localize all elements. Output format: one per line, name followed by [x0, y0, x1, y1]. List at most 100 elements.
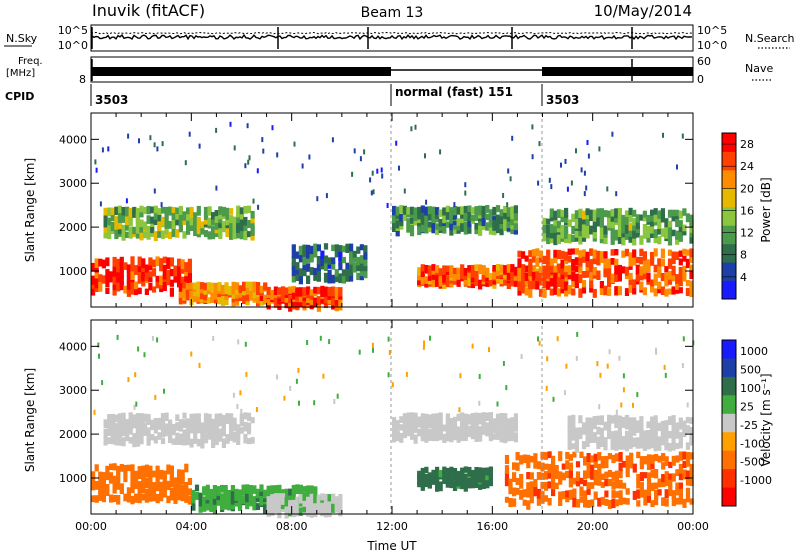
echo-cell — [164, 221, 169, 229]
echo-cell — [463, 421, 468, 428]
echo-cell — [295, 484, 300, 495]
echo-cell — [302, 255, 307, 266]
echo-cell — [207, 432, 212, 440]
echo-cell — [166, 495, 171, 504]
echo-cell — [632, 235, 637, 246]
echo-cell — [614, 491, 620, 498]
echo-cell — [664, 420, 669, 427]
echo-cell — [578, 427, 583, 436]
scatter-cell — [387, 336, 390, 342]
echo-cell — [506, 279, 511, 289]
echo-cell — [610, 249, 615, 256]
echo-cell — [151, 259, 157, 268]
echo-cell — [288, 505, 293, 515]
echo-cell — [424, 214, 429, 223]
echo-cell — [639, 266, 644, 276]
echo-cell — [554, 465, 559, 474]
scatter-cell — [372, 347, 374, 353]
echo-cell — [302, 287, 307, 297]
echo-cell — [567, 248, 572, 255]
scatter-cell — [298, 400, 300, 406]
echo-cell — [116, 276, 121, 283]
echo-cell — [266, 286, 271, 295]
echo-cell — [495, 218, 501, 226]
scatter-cell — [154, 394, 157, 400]
echo-cell — [193, 217, 198, 225]
echo-cell — [306, 244, 311, 251]
echo-cell — [232, 225, 237, 234]
echo-cell — [295, 297, 300, 307]
echo-cell — [217, 282, 222, 292]
echo-cell — [618, 468, 623, 479]
scatter-cell — [681, 133, 684, 139]
echo-cell — [474, 422, 479, 431]
scatter-cell — [239, 390, 242, 396]
echo-cell — [614, 265, 619, 275]
echo-cell — [456, 413, 461, 422]
echo-cell — [467, 226, 472, 234]
echo-cell — [546, 249, 551, 258]
echo-cell — [182, 412, 187, 419]
echo-cell — [141, 271, 146, 279]
scatter-cell — [502, 361, 505, 366]
echo-cell — [488, 466, 493, 474]
scatter-cell — [429, 335, 431, 341]
echo-cell — [538, 288, 544, 297]
echo-cell — [553, 210, 558, 221]
echo-cell — [146, 414, 151, 421]
echo-cell — [589, 272, 594, 281]
echo-cell — [101, 489, 106, 497]
echo-cell — [413, 218, 418, 226]
echo-cell — [449, 267, 454, 278]
echo-cell — [242, 294, 247, 304]
echo-cell — [564, 225, 569, 233]
echo-cell — [503, 215, 508, 224]
echo-cell — [478, 279, 483, 290]
echo-cell — [646, 436, 651, 445]
echo-cell — [513, 273, 518, 281]
echo-cell — [186, 431, 191, 440]
echo-cell — [320, 257, 325, 266]
echo-cell — [212, 495, 217, 505]
echo-cell — [481, 210, 486, 219]
echo-cell — [678, 220, 683, 227]
echo-cell — [682, 255, 687, 262]
echo-cell — [107, 429, 112, 436]
echo-cell — [499, 276, 504, 285]
echo-cell — [150, 225, 155, 234]
echo-cell — [184, 275, 189, 286]
scatter-cell — [198, 362, 201, 368]
echo-cell — [101, 472, 106, 481]
colorbar-swatch — [722, 151, 736, 171]
echo-cell — [114, 216, 119, 223]
echo-cell — [607, 219, 612, 228]
echo-cell — [320, 499, 325, 509]
echo-cell — [270, 489, 275, 498]
echo-cell — [571, 288, 576, 296]
scatter-cell — [471, 343, 474, 349]
echo-cell — [553, 266, 558, 273]
echo-cell — [232, 220, 237, 229]
echo-cell — [678, 277, 683, 287]
echo-cell — [445, 478, 450, 488]
echo-cell — [581, 286, 587, 294]
echo-cell — [187, 478, 192, 485]
echo-cell — [578, 230, 583, 237]
echo-cell — [160, 426, 166, 434]
echo-cell — [266, 496, 271, 506]
echo-cell — [320, 295, 325, 304]
echo-cell — [560, 271, 565, 280]
echo-cell — [442, 207, 447, 216]
echo-cell — [392, 215, 397, 224]
echo-cell — [175, 211, 180, 220]
echo-cell — [467, 466, 472, 477]
echo-cell — [560, 250, 565, 259]
echo-cell — [581, 271, 587, 278]
echo-cell — [94, 285, 99, 292]
scatter-cell — [405, 371, 408, 377]
echo-cell — [495, 205, 501, 213]
echo-cell — [650, 279, 655, 287]
scatter-cell — [686, 402, 689, 408]
echo-cell — [210, 282, 215, 293]
